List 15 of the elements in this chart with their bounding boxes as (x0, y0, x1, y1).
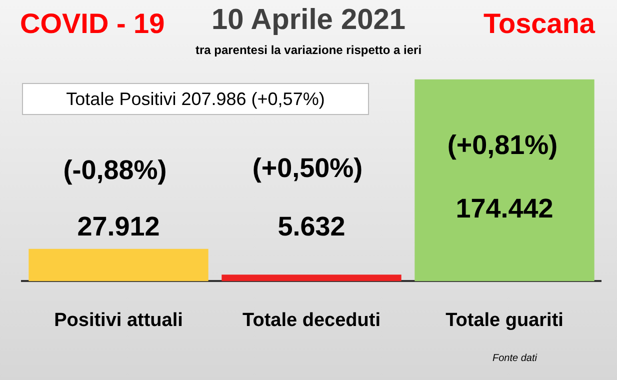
text-box: Totale Positivi 207.986 (+0,57%) (22, 83, 369, 115)
chart-title: 10 Aprile 2021 (212, 4, 406, 36)
annotation: (+0,50%) (251, 153, 364, 184)
data-label: 27.912 (77, 211, 160, 242)
x-tick-label: Totale deceduti (242, 310, 380, 331)
annotation: (+0,81%) (446, 130, 559, 161)
data-label: 174.442 (456, 193, 554, 224)
annotation: (-0,88%) (62, 155, 168, 186)
x-tick-label: Totale guariti (446, 310, 564, 331)
data-label: 5.632 (278, 211, 346, 242)
text: COVID - 19 (20, 8, 165, 40)
source-note: Fonte dati (492, 353, 537, 364)
x-tick-label: Positivi attuali (54, 310, 183, 331)
text: Toscana (483, 8, 595, 40)
chart-subtitle: tra parentesi la variazione rispetto a ieri (194, 43, 423, 57)
